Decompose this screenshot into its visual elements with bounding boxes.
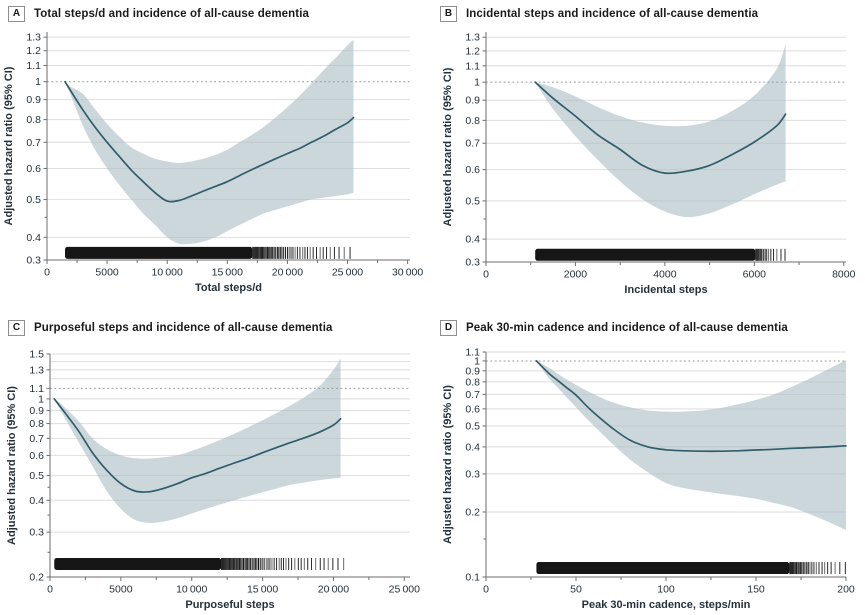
svg-text:200: 200 — [837, 584, 855, 596]
svg-text:0.5: 0.5 — [29, 470, 44, 482]
svg-text:0.3: 0.3 — [465, 468, 480, 480]
svg-text:20 000: 20 000 — [318, 584, 349, 596]
svg-text:0.9: 0.9 — [465, 95, 480, 107]
svg-text:0.5: 0.5 — [465, 420, 480, 432]
svg-text:0.3: 0.3 — [26, 255, 41, 267]
svg-text:1: 1 — [474, 355, 480, 367]
svg-text:Total steps/d: Total steps/d — [195, 282, 262, 294]
svg-text:1.2: 1.2 — [465, 45, 480, 57]
panel-c-chart: 0.2 0.3 0.4 0.5 0.6 0.7 0.80.911.1 1.3 1.5 0 5000 1… — [6, 349, 420, 612]
panel-c-title: Purposeful steps and incidence of all-ca… — [34, 322, 333, 334]
panel-b-header: B Incidental steps and incidence of all-… — [440, 6, 758, 22]
panel-a-label-box: A — [8, 6, 25, 22]
svg-text:0.7: 0.7 — [465, 389, 480, 401]
svg-text:1.1: 1.1 — [26, 60, 41, 72]
svg-text:20 000: 20 000 — [272, 267, 303, 279]
svg-text:0.9: 0.9 — [465, 365, 480, 377]
svg-text:Adjusted hazard ratio (95% CI): Adjusted hazard ratio (95% CI) — [442, 385, 454, 544]
svg-text:2000: 2000 — [564, 269, 588, 281]
svg-text:15 000: 15 000 — [212, 267, 243, 279]
svg-text:4000: 4000 — [653, 269, 677, 281]
svg-text:1: 1 — [35, 76, 41, 88]
svg-text:0.3: 0.3 — [29, 527, 44, 539]
svg-text:Peak 30-min cadence, steps/min: Peak 30-min cadence, steps/min — [582, 599, 751, 611]
svg-text:10 000: 10 000 — [176, 584, 207, 596]
svg-text:0: 0 — [483, 269, 489, 281]
panel-c-label-box: C — [8, 320, 25, 336]
svg-text:0.2: 0.2 — [29, 572, 44, 584]
svg-text:150: 150 — [747, 584, 765, 596]
svg-text:0.4: 0.4 — [26, 232, 41, 244]
svg-text:1.1: 1.1 — [29, 383, 44, 395]
panel-a-header: A Total steps/d and incidence of all-cau… — [8, 6, 309, 22]
svg-text:5000: 5000 — [109, 584, 133, 596]
svg-text:8000: 8000 — [832, 269, 856, 281]
panel-b-title: Incidental steps and incidence of all-ca… — [466, 8, 759, 20]
svg-text:0.8: 0.8 — [29, 418, 44, 430]
panel-c-header: C Purposeful steps and incidence of all-… — [8, 320, 333, 336]
svg-text:5000: 5000 — [95, 267, 119, 279]
svg-text:1.1: 1.1 — [465, 60, 480, 72]
svg-text:0.7: 0.7 — [26, 137, 41, 149]
svg-text:0.4: 0.4 — [465, 441, 480, 453]
svg-text:0.9: 0.9 — [29, 405, 44, 417]
svg-text:0.3: 0.3 — [465, 257, 480, 269]
svg-text:0.2: 0.2 — [465, 506, 480, 518]
panel-b-chart: 0.3 0.4 0.5 0.6 0.7 0.8 0.9 1 1.1 1.21.3 0 2000 4000… — [442, 32, 856, 296]
svg-text:0.4: 0.4 — [29, 495, 44, 507]
svg-text:0.7: 0.7 — [29, 433, 44, 445]
panel-d-label-box: D — [440, 320, 457, 336]
svg-text:0.9: 0.9 — [26, 94, 41, 106]
svg-text:1.3: 1.3 — [29, 364, 44, 376]
svg-text:1.3: 1.3 — [26, 32, 41, 44]
svg-text:0.1: 0.1 — [465, 572, 480, 584]
svg-text:0.8: 0.8 — [465, 115, 480, 127]
svg-text:0.5: 0.5 — [26, 194, 41, 206]
svg-text:50: 50 — [570, 584, 582, 596]
svg-text:1: 1 — [38, 393, 44, 405]
svg-text:25 000: 25 000 — [332, 267, 363, 279]
svg-text:0: 0 — [47, 584, 53, 596]
svg-text:0.6: 0.6 — [26, 163, 41, 175]
panel-d-chart: 0.1 0.2 0.3 0.4 0.5 0.6 0.70.80.911.1 0 50 100 150… — [442, 347, 855, 612]
svg-text:Adjusted hazard ratio (95% CI): Adjusted hazard ratio (95% CI) — [3, 66, 15, 225]
svg-text:1: 1 — [474, 77, 480, 89]
svg-text:0.8: 0.8 — [26, 114, 41, 126]
panel-a-chart: 0.3 0.4 0.5 0.6 0.7 0.8 0.9 1 1.1 1.21.3 0 5000 10 0… — [3, 32, 423, 294]
svg-text:0.7: 0.7 — [465, 138, 480, 150]
svg-text:0.4: 0.4 — [465, 234, 480, 246]
panel-d: D Peak 30-min cadence and incidence of a… — [432, 300, 865, 615]
panel-b-label-box: B — [440, 6, 457, 22]
svg-text:25 000: 25 000 — [389, 584, 420, 596]
svg-text:1.3: 1.3 — [465, 32, 480, 44]
svg-text:0: 0 — [483, 584, 489, 596]
svg-text:1.5: 1.5 — [29, 349, 44, 361]
panel-a-title: Total steps/d and incidence of all-cause… — [34, 8, 310, 20]
svg-text:30 000: 30 000 — [392, 267, 423, 279]
svg-text:6000: 6000 — [743, 269, 767, 281]
svg-text:0.6: 0.6 — [29, 450, 44, 462]
svg-text:0.6: 0.6 — [465, 403, 480, 415]
panel-b: B Incidental steps and incidence of all-… — [432, 0, 865, 300]
svg-text:Purposeful steps: Purposeful steps — [185, 599, 274, 611]
svg-text:1.1: 1.1 — [465, 347, 480, 359]
svg-text:Incidental steps: Incidental steps — [624, 284, 707, 296]
svg-text:15 000: 15 000 — [247, 584, 278, 596]
svg-text:Adjusted hazard ratio (95% CI): Adjusted hazard ratio (95% CI) — [442, 67, 454, 226]
svg-text:100: 100 — [657, 584, 675, 596]
svg-text:10 000: 10 000 — [152, 267, 183, 279]
panel-d-title: Peak 30-min cadence and incidence of all… — [466, 322, 788, 334]
svg-text:1.2: 1.2 — [26, 45, 41, 57]
panel-a: A Total steps/d and incidence of all-cau… — [0, 0, 432, 300]
panel-d-header: D Peak 30-min cadence and incidence of a… — [440, 320, 788, 336]
svg-text:0.5: 0.5 — [465, 195, 480, 207]
panel-c: C Purposeful steps and incidence of all-… — [0, 300, 432, 615]
svg-text:0.8: 0.8 — [465, 376, 480, 388]
svg-text:0: 0 — [44, 267, 50, 279]
svg-text:Adjusted hazard ratio (95% CI): Adjusted hazard ratio (95% CI) — [6, 386, 18, 545]
svg-text:0.6: 0.6 — [465, 164, 480, 176]
